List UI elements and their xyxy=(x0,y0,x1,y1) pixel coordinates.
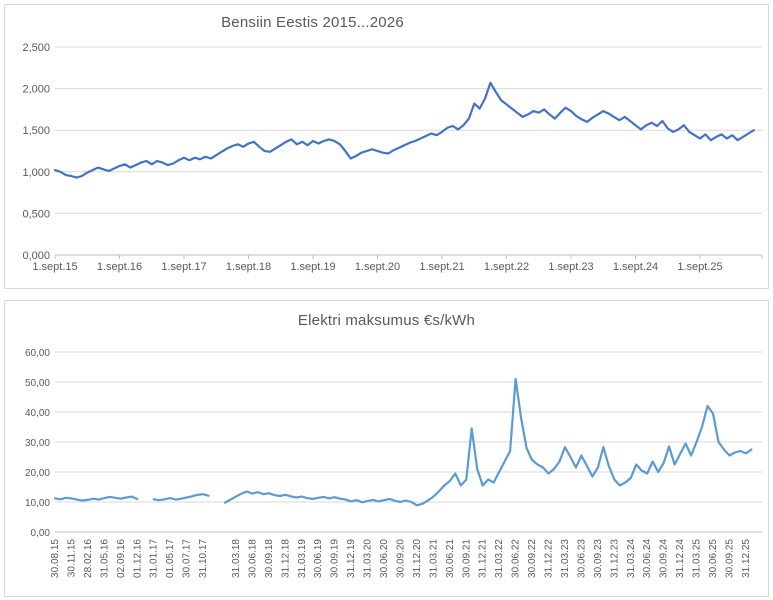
x-axis-tick-label: 28.02.16 xyxy=(83,539,94,578)
x-axis-tick-label: 31.12.22 xyxy=(544,539,555,578)
x-axis-tick-label: 30.06.22 xyxy=(511,539,522,578)
x-axis-tick-label: 1.sept.21 xyxy=(419,261,464,273)
x-axis-tick-label: 31.03.21 xyxy=(428,539,439,578)
x-axis-tick-label: 01.12.16 xyxy=(132,539,143,578)
x-axis-tick-label: 31.01.17 xyxy=(149,539,160,578)
x-axis-tick-label: 31.03.19 xyxy=(297,539,308,578)
y-axis-tick-label: 2,000 xyxy=(22,84,50,96)
x-axis-tick-label: 30.06.18 xyxy=(247,539,258,578)
x-axis-tick-label: 30.09.18 xyxy=(264,539,275,578)
x-axis-tick-label: 31.05.16 xyxy=(99,539,110,578)
bensiin-chart-panel: Bensiin Eestis 2015...2026 0,000 0,500 1,0… xyxy=(4,4,769,289)
x-axis-tick-label: 31.03.20 xyxy=(363,539,374,578)
y-axis-tick-label: 2,500 xyxy=(22,42,50,54)
x-axis-tick-label: 1.sept.18 xyxy=(226,261,271,273)
x-axis-tick-label: 30.06.20 xyxy=(379,539,390,578)
x-axis-tick-label: 31.03.24 xyxy=(626,539,637,578)
x-axis-tick-label: 31.12.24 xyxy=(675,539,686,578)
elektri-chart-panel: Elektri maksumus €s/kWh 0,00 10,00 20,00 30… xyxy=(4,300,769,597)
bensiin-chart-title: Bensiin Eestis 2015...2026 xyxy=(221,14,404,31)
y-axis-tick-label: 50,00 xyxy=(25,378,50,389)
x-axis-tick-label: 31.12.21 xyxy=(478,539,489,578)
elektri-line-chart: 0,00 10,00 20,00 30,00 40,00 50,00 60,00 30.08.… xyxy=(25,348,762,578)
x-axis-tick-label: 31.03.23 xyxy=(560,539,571,578)
x-axis-tick-label: 31.12.23 xyxy=(609,539,620,578)
x-axis-tick-label: 31.03.22 xyxy=(494,539,505,578)
x-axis-tick-label: 30.07.17 xyxy=(182,539,193,578)
x-axis-tick-label: 30.09.22 xyxy=(527,539,538,578)
x-axis-tick-label: 1.sept.17 xyxy=(161,261,206,273)
y-axis-tick-label: 0,000 xyxy=(22,250,50,262)
x-axis-tick-label: 30.09.23 xyxy=(593,539,604,578)
x-axis-tick-label: 1.sept.15 xyxy=(32,261,77,273)
x-axis-tick-label: 30.06.19 xyxy=(313,539,324,578)
elektri-chart-title: Elektri maksumus €s/kWh xyxy=(297,312,476,329)
y-axis-tick-label: 20,00 xyxy=(25,468,50,479)
x-axis-tick-label: 1.sept.23 xyxy=(548,261,593,273)
y-axis-tick-label: 10,00 xyxy=(25,498,50,509)
x-axis-tick-label: 30.09.25 xyxy=(724,539,735,578)
x-axis-tick-label: 1.sept.25 xyxy=(677,261,722,273)
x-axis-tick-label: 31.12.25 xyxy=(741,539,752,578)
x-axis-tick-label: 30.09.24 xyxy=(659,539,670,578)
y-axis-tick-label: 0,500 xyxy=(22,208,50,220)
x-axis-tick-label: 1.sept.19 xyxy=(290,261,335,273)
x-axis-tick-label: 31.12.19 xyxy=(346,539,357,578)
x-axis-tick-label: 30.09.19 xyxy=(330,539,341,578)
y-axis-tick-label: 1,000 xyxy=(22,167,50,179)
data-series-line xyxy=(53,81,755,179)
y-axis-tick-label: 0,00 xyxy=(31,528,51,539)
x-axis-tick-label: 02.09.16 xyxy=(116,539,127,578)
x-axis-tick-label: 30.06.21 xyxy=(445,539,456,578)
y-axis-tick-label: 40,00 xyxy=(25,408,50,419)
y-axis-tick-label: 60,00 xyxy=(25,348,50,359)
x-axis-tick-label: 1.sept.16 xyxy=(97,261,142,273)
x-axis-tick-label: 30.08.15 xyxy=(50,539,61,578)
x-axis-tick-label: 30.06.23 xyxy=(576,539,587,578)
x-axis-tick-label: 31.12.18 xyxy=(280,539,291,578)
x-axis-tick-label: 01.05.17 xyxy=(165,539,176,578)
x-axis-tick-label: 1.sept.24 xyxy=(613,261,658,273)
x-axis-tick-label: 1.sept.20 xyxy=(355,261,400,273)
bensiin-line-chart: 0,000 0,500 1,000 1,500 2,000 2,500 1.sept.15 1… xyxy=(22,42,763,273)
x-axis-tick-label: 1.sept.22 xyxy=(484,261,529,273)
y-axis-tick-label: 1,500 xyxy=(22,125,50,137)
x-axis-tick-label: 30.11.15 xyxy=(66,539,77,578)
x-axis-tick-label: 30.06.25 xyxy=(708,539,719,578)
x-axis-tick-label: 31.03.18 xyxy=(231,539,242,578)
x-axis-tick-label: 31.12.20 xyxy=(412,539,423,578)
y-axis-tick-label: 30,00 xyxy=(25,438,50,449)
x-axis-tick-label: 30.09.20 xyxy=(395,539,406,578)
x-axis-tick-label: 31.10.17 xyxy=(198,539,209,578)
x-axis-tick-label: 30.06.24 xyxy=(642,539,653,578)
data-series-line xyxy=(53,377,753,507)
x-axis-tick-label: 30.09.21 xyxy=(461,539,472,578)
x-axis-tick-label: 31.03.25 xyxy=(692,539,703,578)
